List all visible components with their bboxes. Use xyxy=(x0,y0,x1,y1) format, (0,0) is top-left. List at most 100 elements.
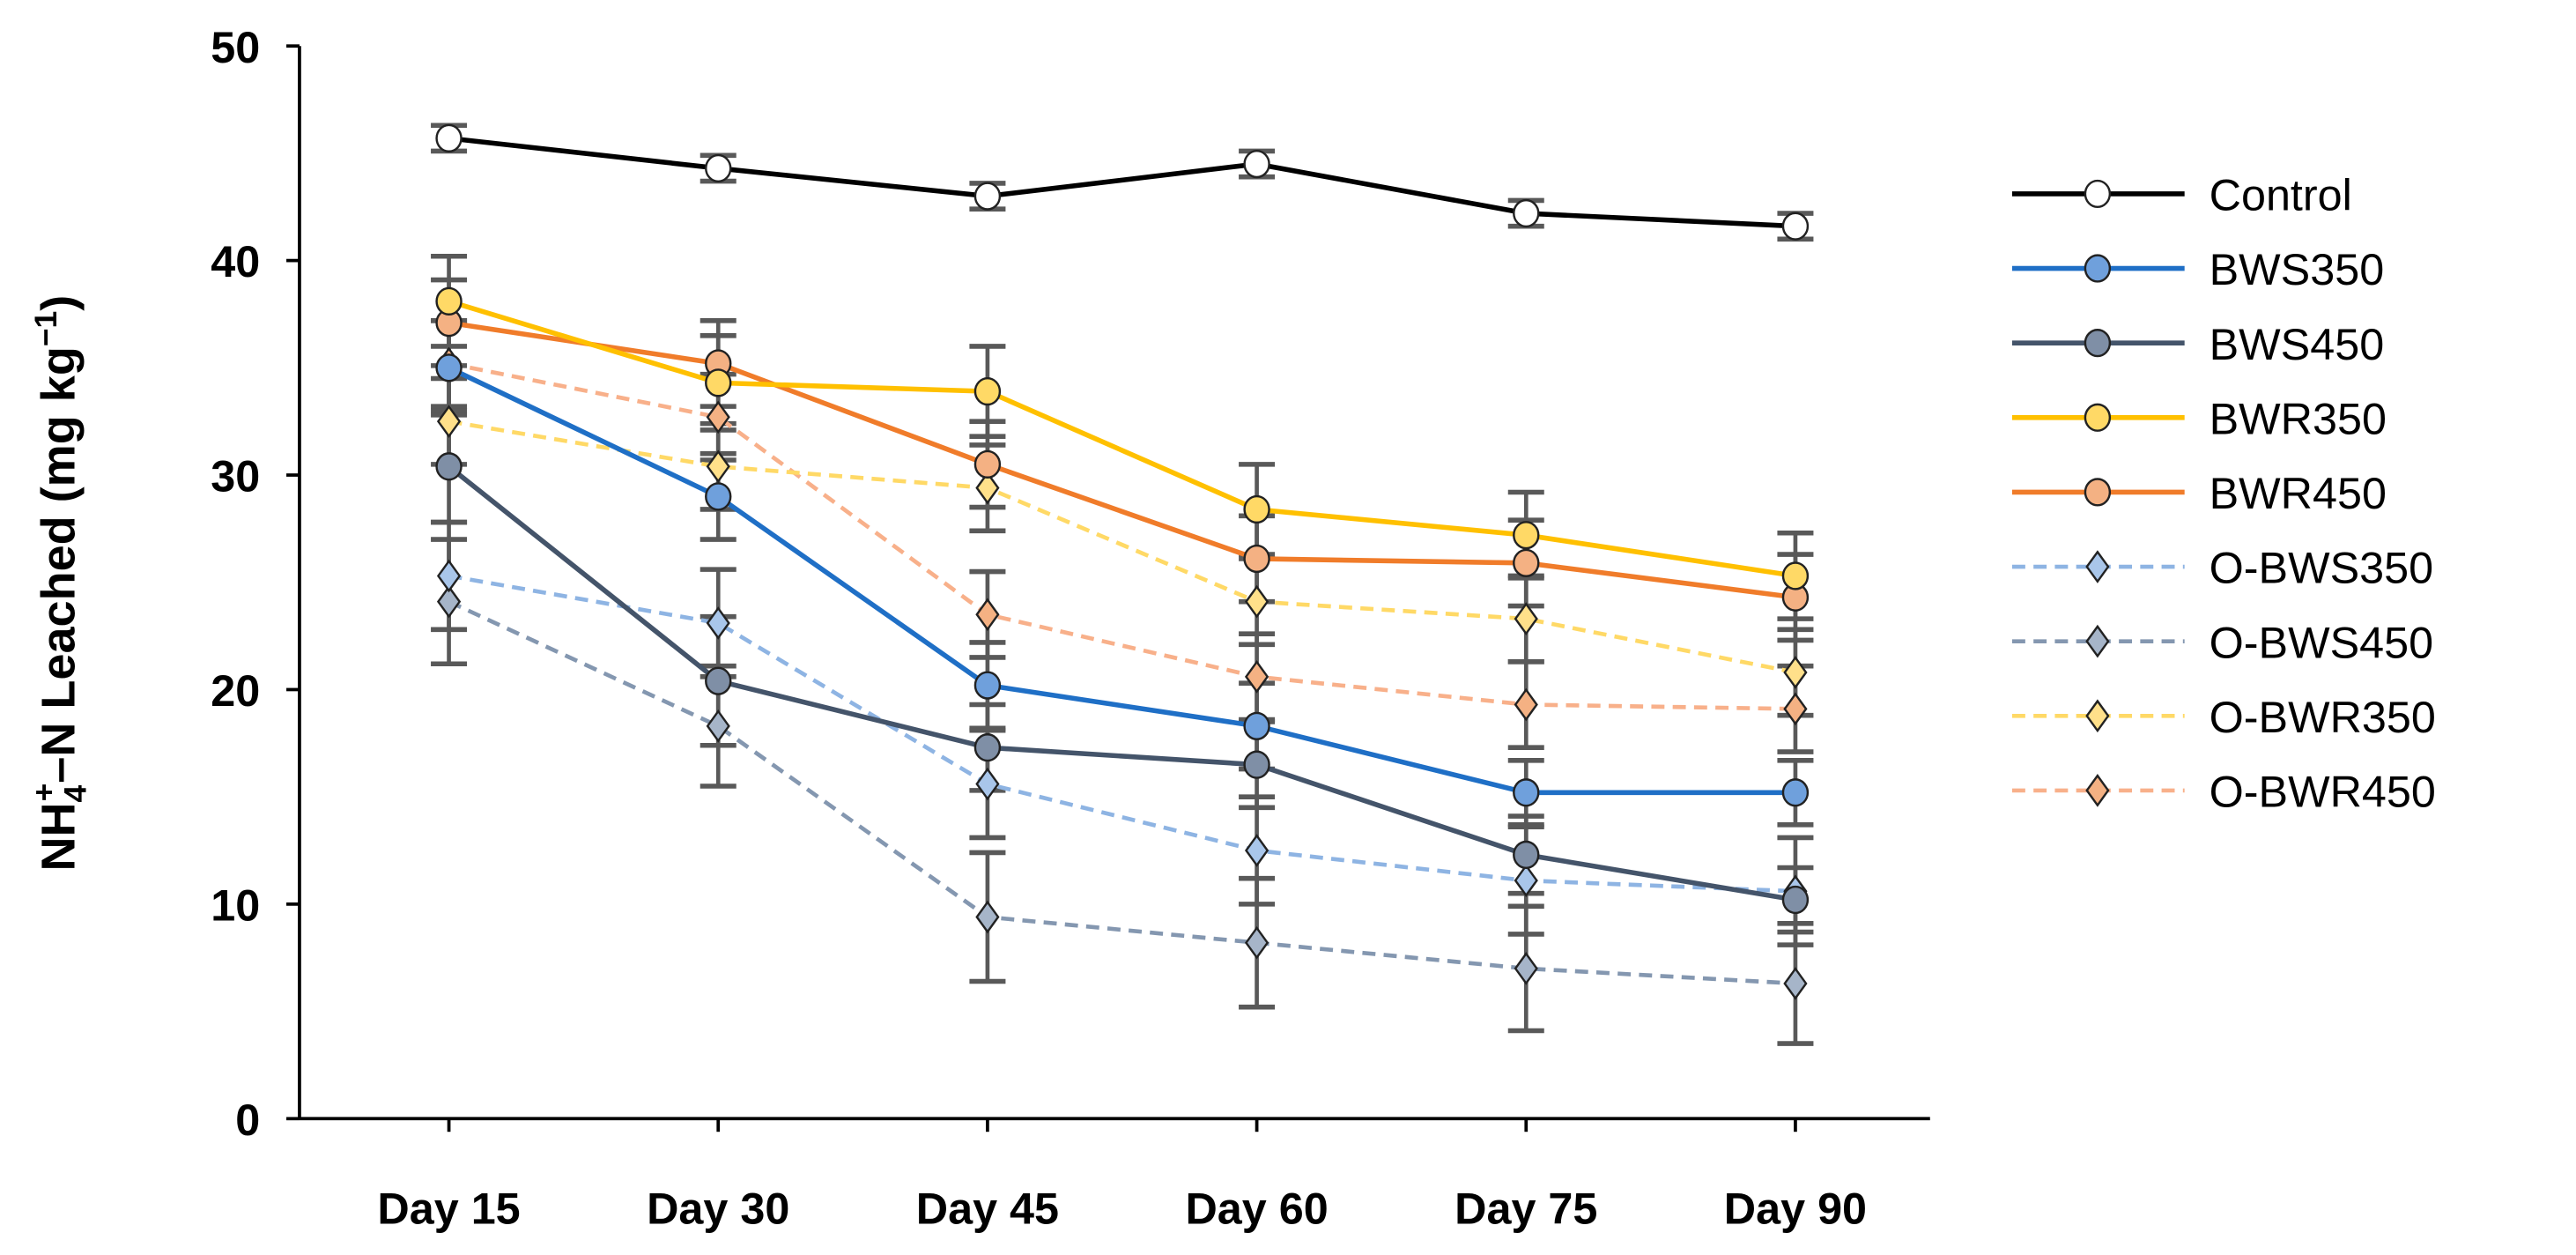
y-label-rest: –N Leached (mg kg xyxy=(33,346,85,783)
series-line-bws450 xyxy=(447,464,1796,902)
data-point-bws350 xyxy=(1513,778,1540,807)
series-group xyxy=(431,123,1814,1046)
data-point-bwr350 xyxy=(973,376,1002,406)
legend-item-o-bwr350: O-BWR350 xyxy=(2011,692,2436,742)
y-label-sup: + xyxy=(26,783,62,802)
x-tick-label: Day 15 xyxy=(377,1184,520,1234)
data-point-o-bws450 xyxy=(975,900,1000,934)
data-point-o-bws450 xyxy=(436,584,462,619)
legend-item-bws350: BWS350 xyxy=(2011,244,2385,294)
legend-label: BWR350 xyxy=(2210,393,2387,443)
legend-marker xyxy=(2085,699,2110,733)
data-point-bws350 xyxy=(1243,711,1270,740)
data-point-bwr450 xyxy=(1513,548,1540,577)
y-tick-label: 20 xyxy=(211,665,260,716)
data-point-bwr450 xyxy=(1243,544,1270,574)
data-point-o-bwr350 xyxy=(1514,602,1538,635)
series-line-o-bwr350 xyxy=(448,419,1796,675)
data-point-o-bwr350 xyxy=(1244,584,1269,619)
legend-label: O-BWS450 xyxy=(2210,617,2433,667)
data-point-o-bwr450 xyxy=(975,598,1000,632)
data-point-bws350 xyxy=(705,482,732,511)
legend-item-o-bws350: O-BWS350 xyxy=(2011,543,2433,593)
data-point-bws350 xyxy=(435,353,463,382)
data-point-bws450 xyxy=(435,452,463,481)
x-tick-label: Day 90 xyxy=(1724,1184,1867,1234)
y-tick-label: 10 xyxy=(211,880,260,931)
axes xyxy=(298,46,1930,1121)
series-line-o-bwr450 xyxy=(448,361,1795,711)
series-line-bwr450 xyxy=(448,320,1796,600)
y-label-main: NH xyxy=(33,802,85,871)
data-point-bwr350 xyxy=(1243,494,1270,524)
legend-marker xyxy=(2085,550,2110,583)
data-point-control xyxy=(1513,198,1540,228)
legend-item-o-bwr450: O-BWR450 xyxy=(2011,767,2436,817)
data-point-bwr350 xyxy=(1513,521,1540,550)
data-point-control xyxy=(435,123,463,152)
series-line-o-bws350 xyxy=(448,574,1796,894)
data-point-o-bwr350 xyxy=(436,405,462,439)
data-point-o-bwr350 xyxy=(1783,656,1808,689)
data-point-control xyxy=(1243,149,1270,179)
data-point-bws450 xyxy=(973,733,1002,762)
data-point-o-bws450 xyxy=(1514,952,1538,985)
series-line-control xyxy=(448,136,1796,229)
error-bars xyxy=(431,123,1814,1046)
data-point-o-bwr450 xyxy=(706,400,730,434)
data-point-o-bws450 xyxy=(1244,925,1269,960)
data-point-bws350 xyxy=(973,671,1002,700)
legend-marker xyxy=(2084,179,2112,209)
y-label-close: ) xyxy=(33,295,85,311)
legend-label: Control xyxy=(2210,170,2352,220)
x-ticks: Day 15 Day 30 Day 45 Day 60 Day 75 Day 90 xyxy=(377,1118,1867,1234)
legend-marker xyxy=(2085,624,2110,658)
data-point-o-bws350 xyxy=(1514,864,1538,897)
data-point-bwr450 xyxy=(973,449,1002,479)
data-point-o-bws450 xyxy=(1783,967,1808,1000)
data-point-control xyxy=(1781,212,1810,241)
data-point-bwr350 xyxy=(705,368,732,397)
x-tick-label: Day 45 xyxy=(916,1184,1059,1234)
y-tick-label: 0 xyxy=(235,1095,260,1145)
data-point-control xyxy=(973,182,1002,211)
series-line-o-bws450 xyxy=(448,599,1796,986)
legend-label: O-BWR350 xyxy=(2210,692,2436,742)
data-point-bws350 xyxy=(1781,778,1810,807)
data-point-o-bwr350 xyxy=(975,471,1000,505)
legend-label: BWS450 xyxy=(2210,319,2385,369)
y-tick-label: 50 xyxy=(211,22,260,72)
x-tick-label: Day 30 xyxy=(647,1184,789,1234)
data-point-bws450 xyxy=(1781,885,1810,915)
legend-marker xyxy=(2085,774,2110,807)
legend-item-bws450: BWS450 xyxy=(2011,319,2385,369)
data-point-o-bws450 xyxy=(706,709,730,743)
data-point-o-bwr450 xyxy=(1244,660,1269,694)
data-point-o-bwr350 xyxy=(706,449,730,484)
legend-item-bwr450: BWR450 xyxy=(2011,468,2387,518)
y-tick-label: 30 xyxy=(211,451,260,501)
x-tick-label: Day 60 xyxy=(1185,1184,1328,1234)
y-axis-label: NH4+–N Leached (mg kg−1) xyxy=(26,295,93,872)
legend-label: BWS350 xyxy=(2210,244,2385,294)
y-label-unit-sup: −1 xyxy=(28,311,63,346)
series-line-bwr350 xyxy=(448,299,1796,579)
data-point-bws450 xyxy=(705,666,732,695)
data-point-bws450 xyxy=(1243,750,1270,779)
legend-label: BWR450 xyxy=(2210,468,2387,518)
y-tick-label: 40 xyxy=(211,236,260,286)
data-point-o-bws350 xyxy=(436,559,462,593)
data-point-o-bws350 xyxy=(1244,834,1269,867)
data-point-bws450 xyxy=(1513,840,1540,870)
y-label-sub: 4 xyxy=(58,784,93,802)
data-point-control xyxy=(705,153,732,183)
legend-label: O-BWS350 xyxy=(2210,543,2433,593)
legend-marker xyxy=(2084,478,2112,507)
legend-item-o-bws450: O-BWS450 xyxy=(2011,617,2433,667)
data-point-o-bwr450 xyxy=(1783,692,1808,726)
legend-marker xyxy=(2084,403,2112,432)
x-tick-label: Day 75 xyxy=(1455,1184,1597,1234)
series-lines xyxy=(447,136,1796,986)
data-point-bwr350 xyxy=(1781,561,1810,590)
y-ticks: 0 10 20 30 40 50 xyxy=(211,22,300,1145)
